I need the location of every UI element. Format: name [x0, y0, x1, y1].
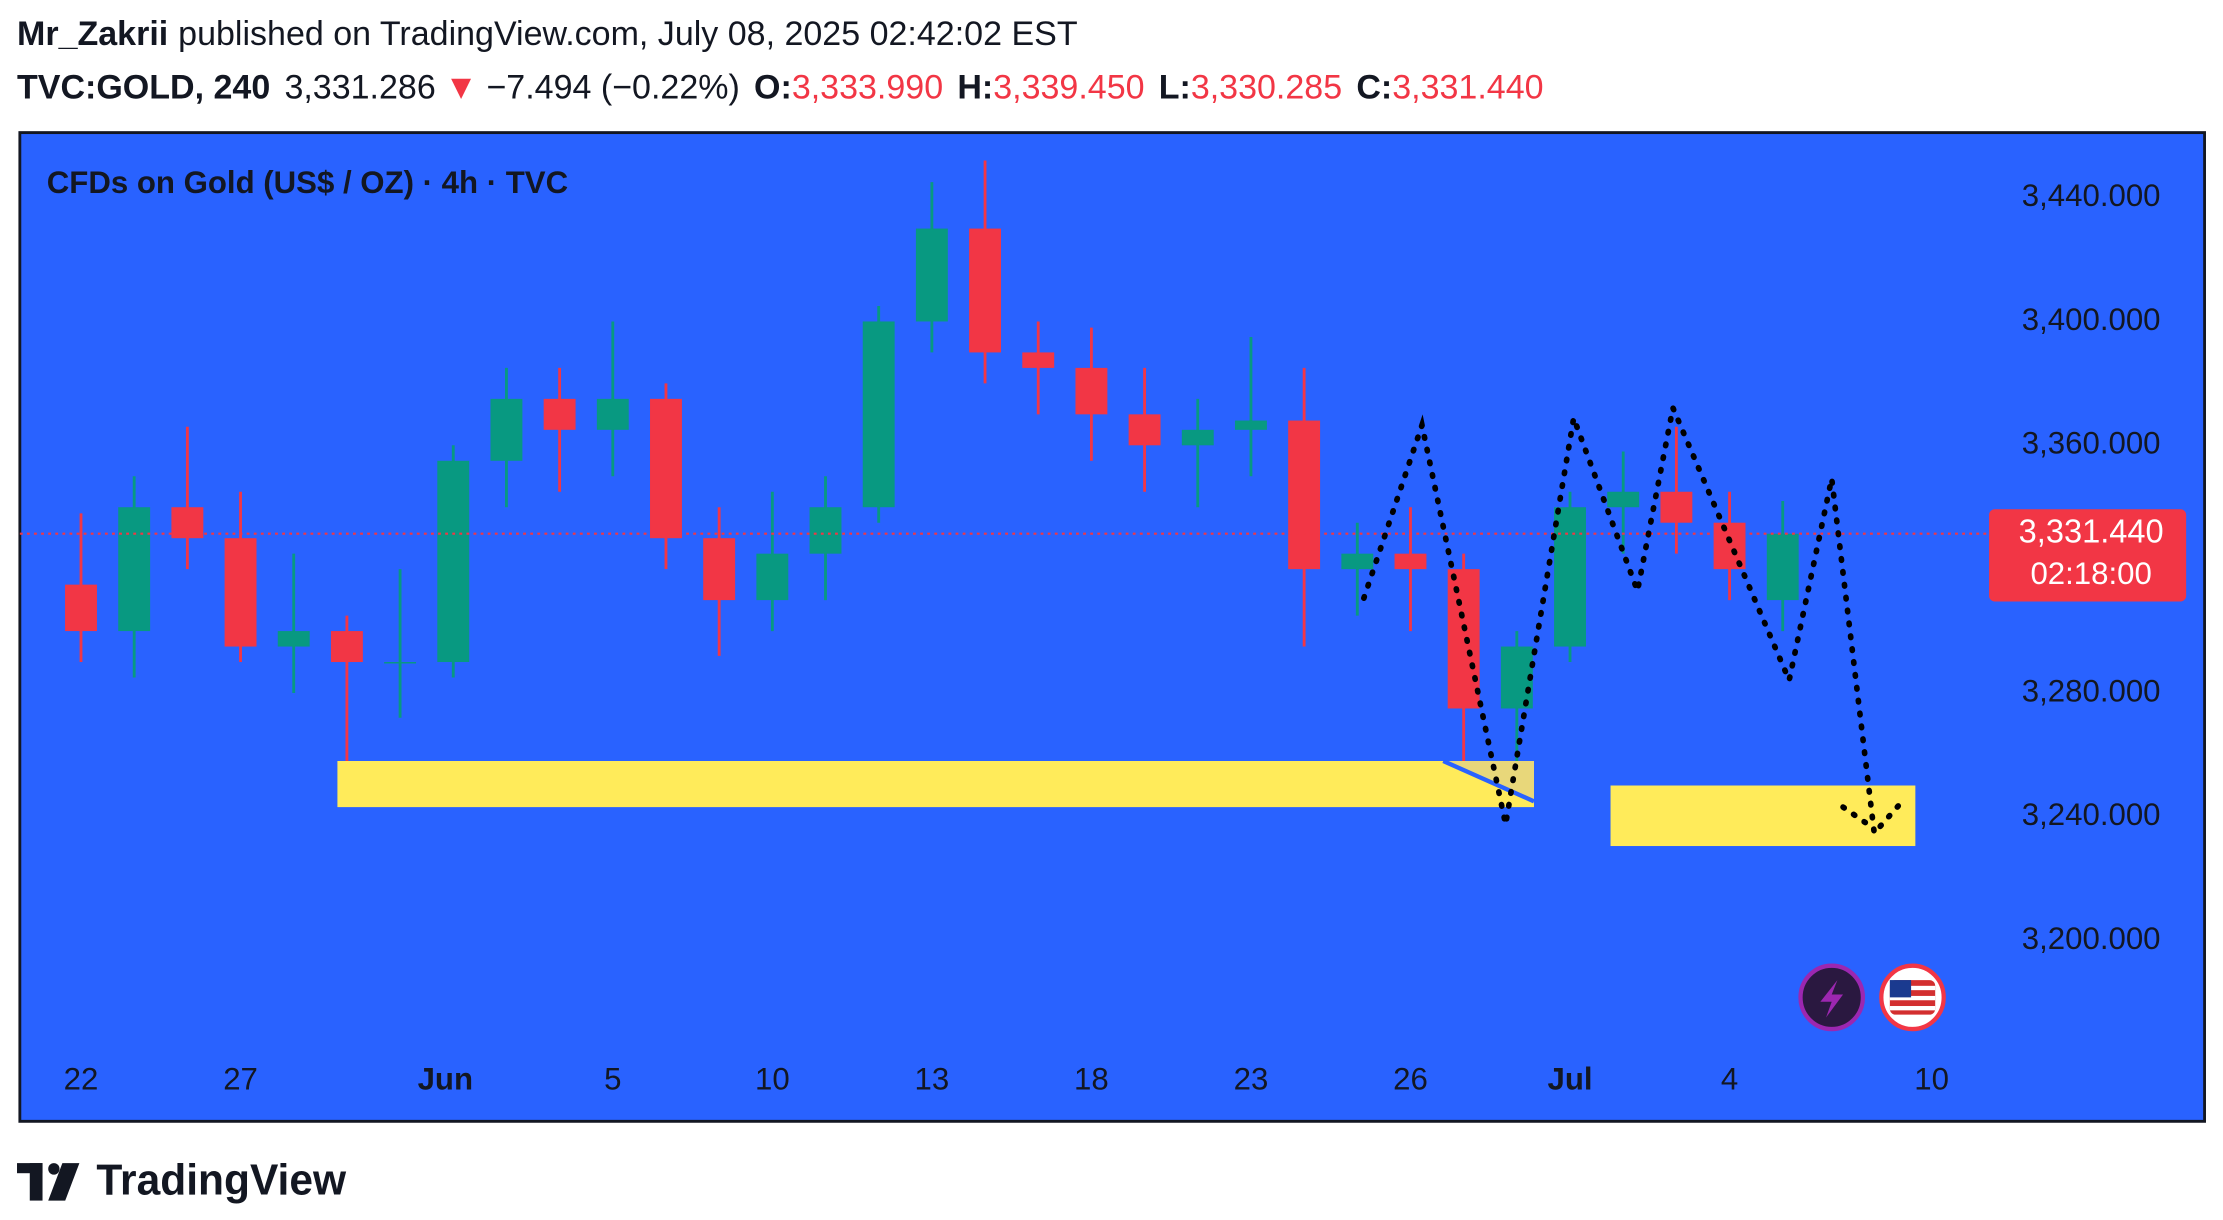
ohlc-label: O: — [754, 68, 792, 106]
candle-body — [1181, 429, 1214, 446]
candle-body — [1288, 420, 1321, 570]
candle-body — [809, 507, 842, 554]
published: published on TradingView.com, July 08, 2… — [178, 15, 1077, 53]
price-tag — [1989, 509, 2187, 602]
flag-stripe — [1889, 985, 1936, 991]
candle-body — [969, 228, 1002, 353]
candle-body — [703, 538, 736, 601]
y-tick-label: 3,240.000 — [2022, 797, 2161, 832]
lightning-glyph — [1820, 980, 1844, 1018]
y-tick-label: 3,200.000 — [2022, 921, 2161, 956]
ohlc-value: 3,333.990 — [792, 68, 943, 106]
icons — [1798, 963, 1946, 1032]
projection-path — [1361, 398, 1903, 840]
logo-part — [48, 1163, 60, 1175]
quote-line: TVC:GOLD, 240 3,331.286 ▼ −7.494 (−0.22%) O:… — [17, 68, 1544, 106]
symbol: TVC:GOLD, 240 — [17, 68, 270, 106]
candle-body — [915, 228, 948, 322]
price-tag-value: 3,331.440 — [2019, 512, 2164, 549]
ohlc-value: 3,331.440 — [1392, 68, 1543, 106]
candle-body — [756, 553, 789, 601]
candle-body — [1766, 533, 1799, 601]
x-tick-label: Jun — [418, 1061, 473, 1096]
header-line: Mr_Zakrii published on TradingView.com, J… — [17, 15, 1078, 53]
candle-body — [543, 398, 576, 430]
x-tick-label: 22 — [64, 1061, 99, 1096]
candle-body — [1394, 553, 1427, 570]
logo-part — [17, 1163, 43, 1174]
change: −7.494 (−0.22%) — [486, 68, 739, 106]
ohlc-label: L: — [1159, 68, 1191, 106]
y-tick-label: 3,360.000 — [2022, 425, 2161, 460]
candle-body — [118, 507, 151, 632]
footer: TradingView — [17, 1156, 347, 1205]
change-arrow: ▼ — [444, 68, 478, 106]
x-tick-label: 23 — [1234, 1061, 1269, 1096]
x-tick-label: 4 — [1721, 1061, 1738, 1096]
x-tick-label: 26 — [1393, 1061, 1428, 1096]
brand: TradingView — [96, 1156, 346, 1204]
y-tick-label: 3,400.000 — [2022, 302, 2161, 337]
x-tick-label: 18 — [1074, 1061, 1109, 1096]
candle-body — [384, 662, 417, 664]
price: 3,331.286 — [284, 68, 435, 106]
candle-body — [224, 538, 257, 647]
plot: 3,200.000 3,240.000 3,280.000 3,360.000 3,40… — [19, 160, 2187, 1096]
trend-line — [1442, 759, 1535, 804]
candle-body — [1234, 420, 1267, 430]
candle-body — [1341, 553, 1374, 570]
candle-body — [277, 631, 310, 647]
candle-body — [330, 631, 363, 663]
y-tick-label: 3,440.000 — [2022, 178, 2161, 213]
chart-legend: CFDs on Gold (US$ / OZ) · 4h · TVC — [47, 165, 568, 200]
candle-body — [1447, 569, 1480, 709]
candle-body — [1607, 491, 1640, 508]
logo-part — [48, 1163, 80, 1201]
target-zone — [1610, 785, 1916, 847]
logo-part — [29, 1163, 43, 1201]
candle-body — [1075, 367, 1108, 415]
ohlc-label: H: — [957, 68, 993, 106]
support-zone — [337, 760, 1534, 808]
candle-body — [1554, 507, 1586, 647]
flag-stripe — [1889, 995, 1936, 1001]
x-tick-label: 13 — [915, 1061, 950, 1096]
chart-area — [18, 131, 2206, 1123]
y-tick-label: 3,280.000 — [2022, 673, 2161, 708]
candle-body — [490, 398, 523, 461]
price-tag-countdown: 02:18:00 — [2030, 556, 2151, 591]
flag-canton — [1889, 980, 1912, 998]
candle-body — [65, 584, 97, 632]
candle-body — [1660, 491, 1693, 523]
flag-stripe — [1889, 1006, 1936, 1011]
candle-body — [437, 460, 470, 663]
ohlc-value: 3,339.450 — [993, 68, 1144, 106]
x-tick-label: 5 — [604, 1061, 621, 1096]
x-tick-label: 10 — [1914, 1061, 1949, 1096]
x-tick-label: 10 — [755, 1061, 790, 1096]
drawings — [337, 398, 1916, 847]
x-tick-label: 27 — [223, 1061, 258, 1096]
candle-body — [650, 398, 682, 539]
ohlc-label: C: — [1356, 68, 1392, 106]
ohlc-value: 3,330.285 — [1191, 68, 1342, 106]
candle-body — [862, 321, 895, 508]
author: Mr_Zakrii — [17, 15, 168, 53]
candle-body — [596, 398, 629, 430]
x-tick-label: Jul — [1548, 1061, 1593, 1096]
candle-body — [1128, 414, 1161, 446]
candle-body — [1022, 352, 1055, 368]
